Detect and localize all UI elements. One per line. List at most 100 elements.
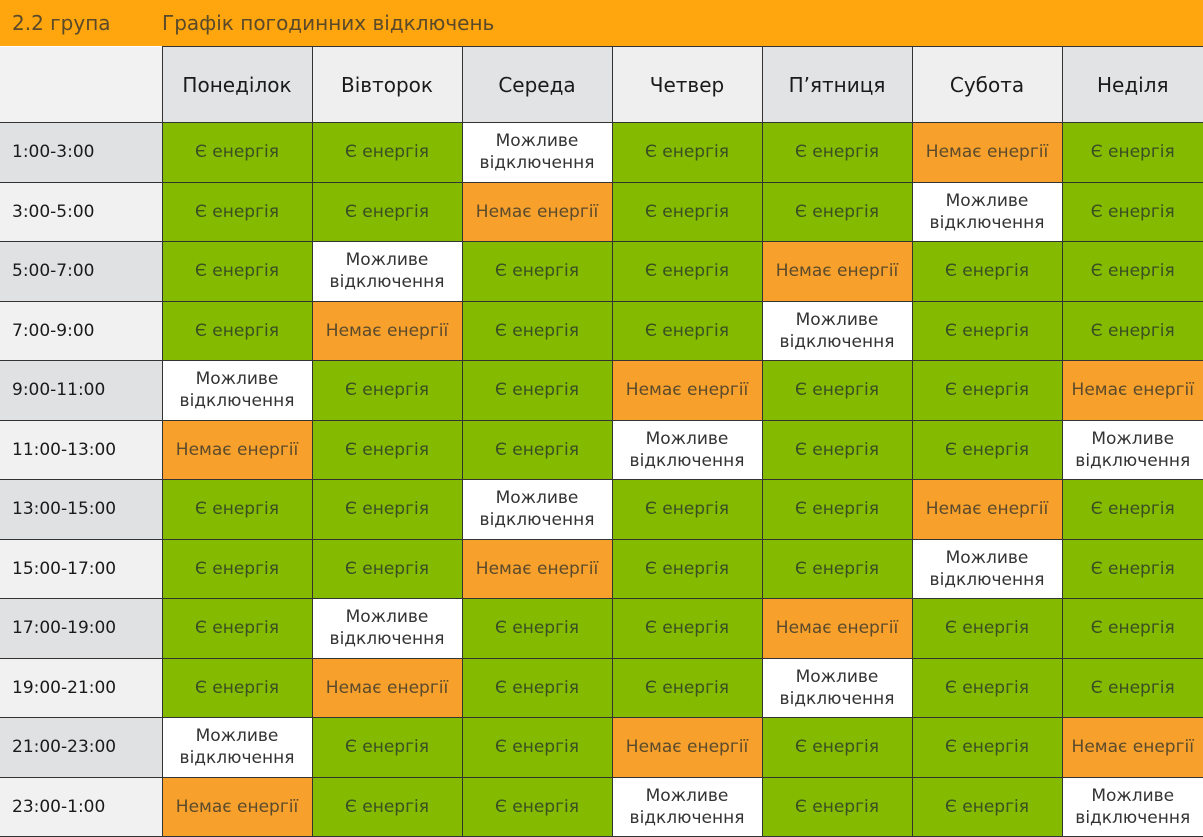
status-cell-on: Є енергія xyxy=(311,479,463,540)
status-cell-on: Є енергія xyxy=(1061,300,1203,361)
time-slot-row: 15:00-17:00 Є енергія Є енергія Немає енерг… xyxy=(0,538,1203,599)
outage-schedule-table: Понеділок Вівторок Середа Четвер П’ятниц… xyxy=(0,46,1203,837)
time-slot-label: 5:00-7:00 xyxy=(0,241,163,302)
status-cell-on: Є енергія xyxy=(161,657,313,718)
status-cell-on: Є енергія xyxy=(311,181,463,242)
status-cell-maybe: Можливе відключення xyxy=(1061,776,1203,837)
status-cell-on: Є енергія xyxy=(461,776,613,837)
status-cell-maybe: Можливе відключення xyxy=(461,122,613,183)
status-cell-on: Є енергія xyxy=(461,419,613,480)
time-slot-label: 1:00-3:00 xyxy=(0,122,163,183)
status-cell-on: Є енергія xyxy=(761,181,913,242)
time-slot-label: 3:00-5:00 xyxy=(0,181,163,242)
status-cell-maybe: Можливе відключення xyxy=(311,598,463,659)
status-cell-on: Є енергія xyxy=(911,360,1063,421)
title-bar: 2.2 група Графік погодинних відключень xyxy=(0,0,1203,46)
status-cell-on: Є енергія xyxy=(461,300,613,361)
status-cell-off: Немає енергії xyxy=(611,360,763,421)
status-cell-on: Є енергія xyxy=(911,598,1063,659)
status-cell-on: Є енергія xyxy=(761,776,913,837)
status-cell-on: Є енергія xyxy=(161,538,313,599)
status-cell-on: Є енергія xyxy=(611,538,763,599)
day-header: Понеділок xyxy=(161,46,313,123)
time-slot-row: 13:00-15:00 Є енергія Є енергія Можливе від… xyxy=(0,479,1203,540)
status-cell-maybe: Можливе відключення xyxy=(161,717,313,778)
status-cell-maybe: Можливе відключення xyxy=(761,300,913,361)
status-cell-maybe: Можливе відключення xyxy=(311,241,463,302)
status-cell-on: Є енергія xyxy=(911,419,1063,480)
status-cell-off: Немає енергії xyxy=(1061,360,1203,421)
status-cell-on: Є енергія xyxy=(911,776,1063,837)
status-cell-on: Є енергія xyxy=(461,598,613,659)
status-cell-on: Є енергія xyxy=(311,419,463,480)
day-header: Середа xyxy=(461,46,613,123)
schedule-title: Графік погодинних відключень xyxy=(162,11,495,35)
status-cell-on: Є енергія xyxy=(761,717,913,778)
status-cell-on: Є енергія xyxy=(461,360,613,421)
time-slot-row: 19:00-21:00 Є енергія Немає енергії Є енерг… xyxy=(0,657,1203,718)
status-cell-off: Немає енергії xyxy=(761,598,913,659)
status-cell-on: Є енергія xyxy=(311,538,463,599)
time-slot-row: 5:00-7:00 Є енергія Можливе відключення Є е… xyxy=(0,241,1203,302)
group-label: 2.2 група xyxy=(12,11,111,35)
day-header: П’ятниця xyxy=(761,46,913,123)
status-cell-maybe: Можливе відключення xyxy=(461,479,613,540)
status-cell-off: Немає енергії xyxy=(1061,717,1203,778)
corner-cell xyxy=(0,46,163,123)
time-slot-label: 19:00-21:00 xyxy=(0,657,163,718)
status-cell-on: Є енергія xyxy=(1061,241,1203,302)
status-cell-on: Є енергія xyxy=(161,300,313,361)
status-cell-on: Є енергія xyxy=(611,598,763,659)
status-cell-maybe: Можливе відключення xyxy=(611,419,763,480)
status-cell-maybe: Можливе відключення xyxy=(911,181,1063,242)
status-cell-on: Є енергія xyxy=(611,181,763,242)
status-cell-off: Немає енергії xyxy=(161,776,313,837)
status-cell-on: Є енергія xyxy=(1061,122,1203,183)
status-cell-off: Немає енергії xyxy=(911,479,1063,540)
status-cell-on: Є енергія xyxy=(911,717,1063,778)
status-cell-on: Є енергія xyxy=(161,598,313,659)
day-header: Вівторок xyxy=(311,46,463,123)
status-cell-on: Є енергія xyxy=(1061,538,1203,599)
status-cell-on: Є енергія xyxy=(461,717,613,778)
status-cell-maybe: Можливе відключення xyxy=(611,776,763,837)
status-cell-on: Є енергія xyxy=(1061,657,1203,718)
status-cell-off: Немає енергії xyxy=(161,419,313,480)
time-slot-label: 7:00-9:00 xyxy=(0,300,163,361)
status-cell-on: Є енергія xyxy=(911,300,1063,361)
status-cell-on: Є енергія xyxy=(611,241,763,302)
status-cell-off: Немає енергії xyxy=(461,181,613,242)
status-cell-on: Є енергія xyxy=(311,717,463,778)
time-slot-row: 1:00-3:00 Є енергія Є енергія Можливе відкл… xyxy=(0,122,1203,183)
time-slot-label: 15:00-17:00 xyxy=(0,538,163,599)
status-cell-on: Є енергія xyxy=(311,360,463,421)
status-cell-on: Є енергія xyxy=(161,241,313,302)
time-slot-row: 21:00-23:00 Можливе відключення Є енергія Є… xyxy=(0,717,1203,778)
time-slot-row: 17:00-19:00 Є енергія Можливе відключення Є… xyxy=(0,598,1203,659)
time-slot-label: 23:00-1:00 xyxy=(0,776,163,837)
time-slot-label: 11:00-13:00 xyxy=(0,419,163,480)
status-cell-on: Є енергія xyxy=(161,479,313,540)
status-cell-on: Є енергія xyxy=(761,419,913,480)
time-slot-row: 7:00-9:00 Є енергія Немає енергії Є енергія… xyxy=(0,300,1203,361)
status-cell-on: Є енергія xyxy=(611,657,763,718)
time-slot-row: 11:00-13:00 Немає енергії Є енергія Є енерг… xyxy=(0,419,1203,480)
status-cell-on: Є енергія xyxy=(761,538,913,599)
day-header-row: Понеділок Вівторок Середа Четвер П’ятниц… xyxy=(0,46,1203,123)
status-cell-off: Немає енергії xyxy=(311,300,463,361)
status-cell-maybe: Можливе відключення xyxy=(161,360,313,421)
time-slot-row: 23:00-1:00 Немає енергії Є енергія Є енергі… xyxy=(0,776,1203,837)
status-cell-on: Є енергія xyxy=(611,122,763,183)
status-cell-on: Є енергія xyxy=(1061,181,1203,242)
status-cell-on: Є енергія xyxy=(311,776,463,837)
day-header: Субота xyxy=(911,46,1063,123)
status-cell-maybe: Можливе відключення xyxy=(1061,419,1203,480)
time-slot-label: 13:00-15:00 xyxy=(0,479,163,540)
time-slot-label: 21:00-23:00 xyxy=(0,717,163,778)
status-cell-on: Є енергія xyxy=(911,241,1063,302)
status-cell-on: Є енергія xyxy=(911,657,1063,718)
status-cell-off: Немає енергії xyxy=(761,241,913,302)
status-cell-on: Є енергія xyxy=(1061,598,1203,659)
status-cell-off: Немає енергії xyxy=(911,122,1063,183)
time-slot-label: 9:00-11:00 xyxy=(0,360,163,421)
